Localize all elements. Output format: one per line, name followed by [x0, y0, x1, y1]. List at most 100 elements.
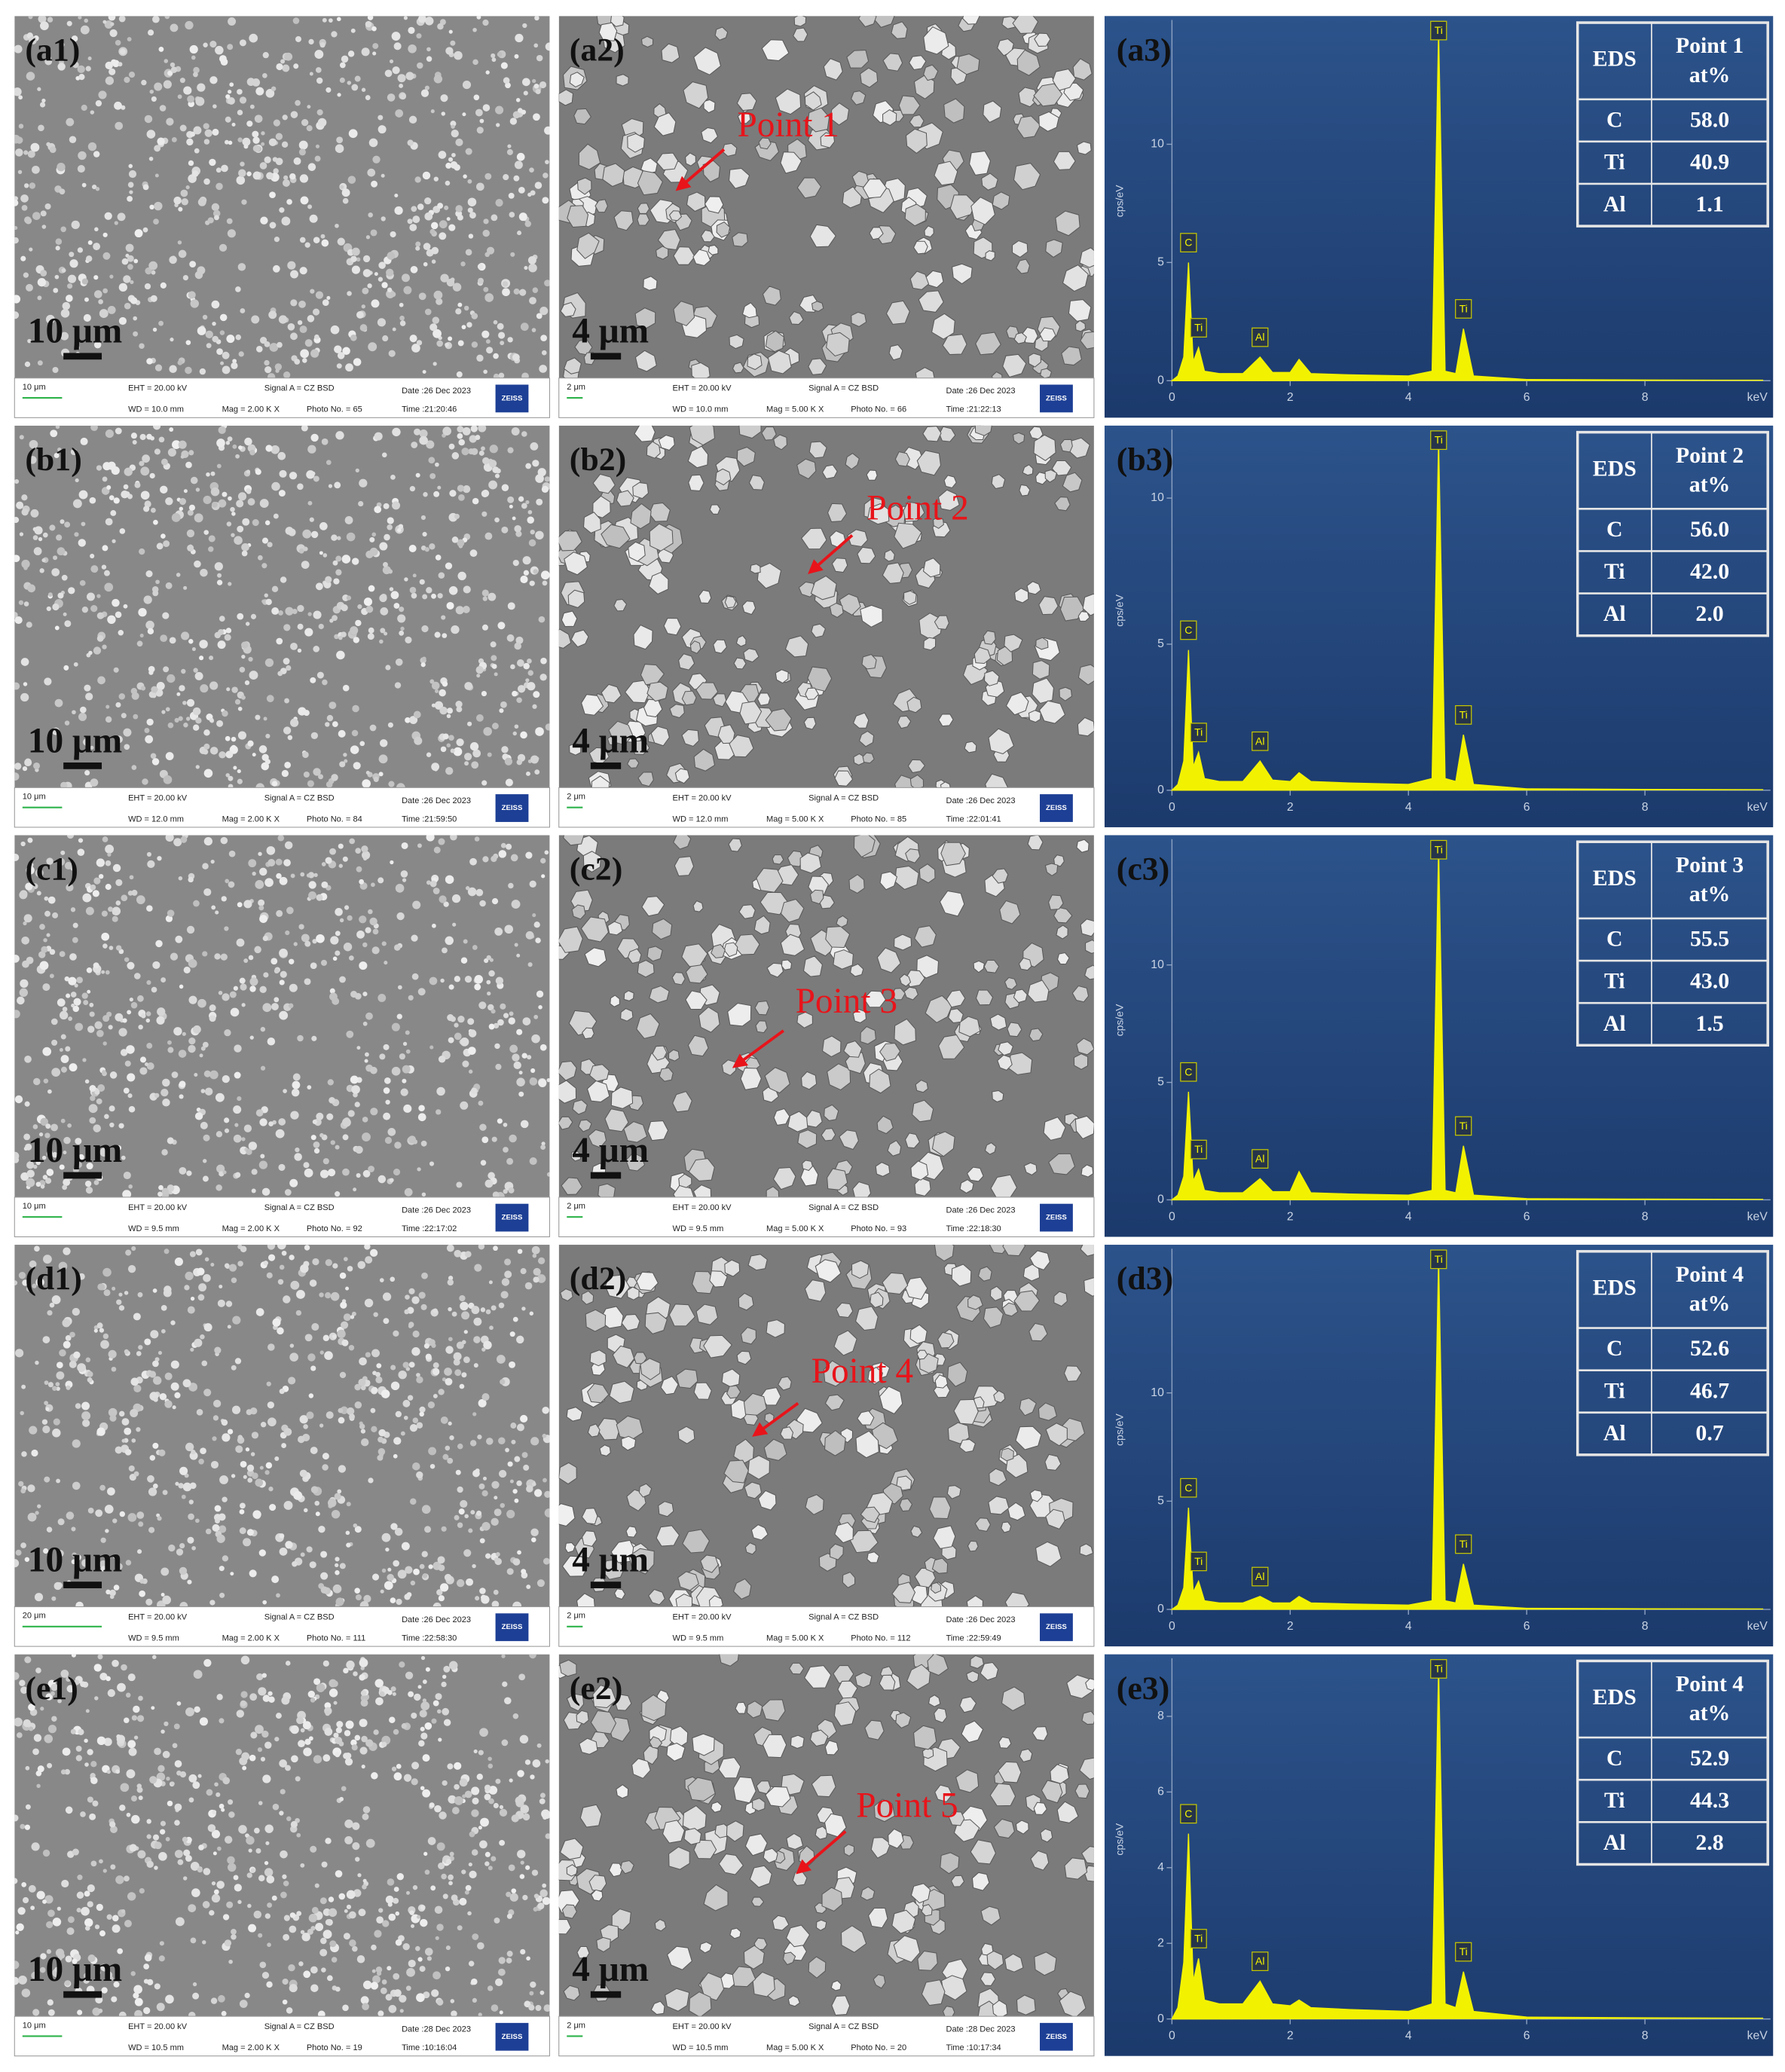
particle — [390, 1365, 396, 1371]
particle — [258, 555, 263, 561]
particle — [489, 1325, 494, 1331]
particle — [923, 26, 949, 55]
particle — [125, 1560, 132, 1566]
particle — [38, 124, 44, 132]
particle — [285, 1541, 293, 1549]
particle — [441, 1681, 447, 1688]
particle — [42, 1849, 50, 1857]
particle — [393, 1169, 401, 1176]
particle — [438, 1564, 445, 1572]
particle — [451, 124, 455, 129]
particle — [307, 1353, 316, 1361]
info-mag: Mag = 2.00 K X — [222, 405, 280, 414]
particle — [33, 762, 41, 770]
particle — [498, 1302, 505, 1309]
particle — [329, 1097, 335, 1104]
particle — [123, 1087, 130, 1094]
particle — [165, 752, 174, 760]
particle — [440, 274, 449, 283]
particle — [124, 1291, 129, 1295]
particle — [142, 227, 148, 233]
particle — [81, 1411, 91, 1421]
particle — [925, 995, 953, 1023]
particle — [267, 542, 273, 548]
particle — [497, 622, 506, 630]
particle — [58, 1261, 68, 1271]
particle — [457, 432, 463, 439]
particle — [377, 2010, 384, 2017]
particle — [402, 1361, 409, 1368]
particle — [494, 1508, 502, 1517]
particle — [488, 970, 495, 977]
particle — [350, 1739, 357, 1747]
particle — [72, 710, 76, 715]
particle — [1051, 460, 1072, 476]
particle — [279, 207, 285, 213]
particle — [109, 68, 116, 75]
particle — [310, 1845, 317, 1853]
particle — [117, 1682, 126, 1692]
particle — [368, 138, 378, 148]
particle — [236, 176, 246, 185]
particle — [682, 1529, 711, 1554]
particle — [404, 577, 408, 582]
particle — [788, 310, 804, 325]
particle — [869, 227, 884, 240]
particle — [401, 274, 410, 283]
particle — [160, 282, 167, 289]
particle — [165, 497, 173, 506]
particle — [899, 973, 912, 987]
particle — [362, 1813, 369, 1820]
point-label: Point 3 — [796, 982, 897, 1021]
particle — [688, 474, 705, 492]
particle — [405, 72, 414, 81]
particle — [66, 993, 71, 998]
info-photo: Photo No. = 65 — [307, 405, 362, 414]
particle — [847, 529, 868, 548]
particle — [439, 689, 446, 697]
particle — [215, 167, 222, 173]
particle — [875, 1162, 891, 1177]
particle — [87, 1884, 95, 1893]
particle — [533, 83, 539, 89]
particle — [66, 883, 74, 892]
particle — [216, 348, 223, 355]
particle — [219, 243, 228, 252]
particle — [212, 209, 221, 218]
particle — [335, 1563, 339, 1567]
particle — [374, 272, 378, 277]
particle — [516, 1077, 525, 1086]
particle — [536, 1743, 542, 1748]
particle — [820, 132, 836, 148]
particle — [320, 1551, 328, 1558]
particle — [37, 360, 43, 366]
particle — [94, 1089, 100, 1095]
particle — [481, 690, 488, 697]
particle — [118, 2011, 127, 2017]
particle — [570, 629, 589, 648]
particle — [743, 1392, 767, 1416]
particle — [16, 501, 24, 509]
particle — [67, 1123, 72, 1128]
particle — [179, 1094, 184, 1099]
particle — [228, 850, 236, 857]
particle — [732, 232, 748, 247]
particle — [215, 1518, 220, 1524]
particle — [580, 694, 604, 716]
particle — [1005, 1453, 1029, 1478]
particle — [350, 28, 356, 33]
particle — [970, 197, 995, 225]
particle — [509, 1778, 513, 1783]
particle — [216, 720, 224, 727]
particle — [866, 469, 878, 481]
particle — [51, 1039, 58, 1046]
particle — [514, 943, 518, 947]
particle — [646, 441, 661, 459]
particle — [506, 148, 513, 155]
particle — [989, 1285, 1003, 1302]
particle — [426, 880, 431, 885]
particle — [98, 873, 104, 879]
particle — [385, 1547, 390, 1552]
particle — [478, 1398, 487, 1407]
particle — [203, 749, 209, 755]
